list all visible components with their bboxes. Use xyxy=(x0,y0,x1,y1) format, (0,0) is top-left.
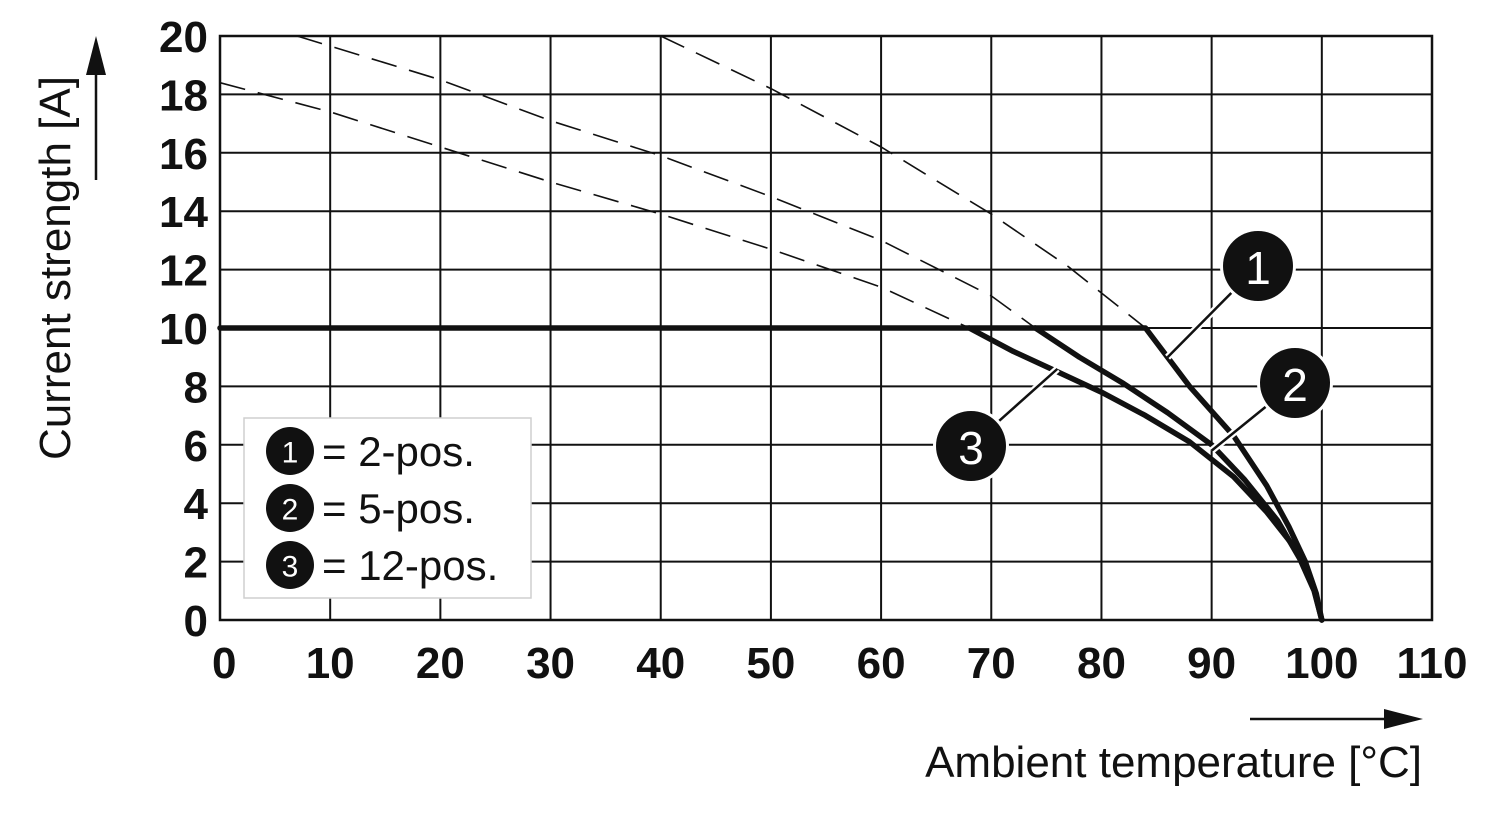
dashed-curves xyxy=(219,35,1146,329)
y-tick-label: 8 xyxy=(184,363,208,412)
legend-marker-label: 3 xyxy=(282,551,299,584)
x-tick-label: 30 xyxy=(526,639,575,688)
x-tick-label: 110 xyxy=(1397,639,1468,688)
solid-curve-3 xyxy=(966,325,1325,623)
dashed-curve-1 xyxy=(660,35,1146,329)
annotation-badge xyxy=(936,411,1006,481)
legend-marker xyxy=(266,484,314,532)
y-tick-label: 2 xyxy=(184,539,208,588)
annotation-badge-label: 3 xyxy=(958,422,984,474)
y-tick-label: 16 xyxy=(159,130,208,179)
solid-curves xyxy=(217,325,1325,623)
legend-entry-text: = 5-pos. xyxy=(322,485,475,532)
annotation-badge-label: 2 xyxy=(1282,359,1308,411)
legend-marker-label: 2 xyxy=(282,494,299,527)
legend-marker-label: 1 xyxy=(282,437,299,470)
legend-entry-text: = 2-pos. xyxy=(322,428,475,475)
x-tick-label: 40 xyxy=(636,639,685,688)
x-tick-label: 80 xyxy=(1077,639,1126,688)
legend-entries: 1 = 2-pos. 2 = 5-pos. 3 = 12-pos. xyxy=(266,427,498,589)
dashed-curve-2 xyxy=(296,35,1036,329)
y-tick-label: 0 xyxy=(184,597,208,646)
annotation-badge-label: 1 xyxy=(1245,242,1271,294)
x-axis-ticks: 0 10 20 30 40 50 60 70 80 90 100 110 xyxy=(212,639,1467,688)
x-tick-label: 100 xyxy=(1285,639,1358,688)
x-axis-arrow-head-icon xyxy=(1384,709,1423,729)
legend-marker xyxy=(266,541,314,589)
legend: 1 = 2-pos. 2 = 5-pos. 3 = 12-pos. xyxy=(243,417,532,599)
curve-annotations: 1 2 3 xyxy=(933,228,1333,484)
x-tick-label: 60 xyxy=(857,639,906,688)
annotation-badge xyxy=(1260,348,1330,418)
y-axis-arrow-head-icon xyxy=(86,36,106,75)
x-tick-label: 0 xyxy=(212,639,236,688)
legend-marker xyxy=(266,427,314,475)
x-tick-label: 10 xyxy=(306,639,355,688)
dashed-curve-3 xyxy=(219,81,970,329)
y-tick-label: 18 xyxy=(159,71,208,120)
y-tick-label: 10 xyxy=(159,305,208,354)
x-tick-label: 70 xyxy=(967,639,1016,688)
y-tick-label: 4 xyxy=(184,480,209,529)
legend-entry-text: = 12-pos. xyxy=(322,542,498,589)
y-axis-title: Current strength [A] xyxy=(31,76,80,460)
y-tick-label: 6 xyxy=(184,422,208,471)
x-tick-label: 50 xyxy=(746,639,795,688)
y-axis-ticks: 0 2 4 6 8 10 12 14 16 18 20 xyxy=(159,13,208,646)
x-tick-label: 20 xyxy=(416,639,465,688)
x-axis-title: Ambient temperature [°C] xyxy=(925,738,1422,787)
x-tick-label: 90 xyxy=(1187,639,1236,688)
y-tick-label: 14 xyxy=(159,188,208,237)
y-tick-label: 20 xyxy=(159,13,208,62)
annotation-badge xyxy=(1223,231,1293,301)
y-tick-label: 12 xyxy=(159,247,208,296)
plot-area-border xyxy=(218,34,1434,622)
